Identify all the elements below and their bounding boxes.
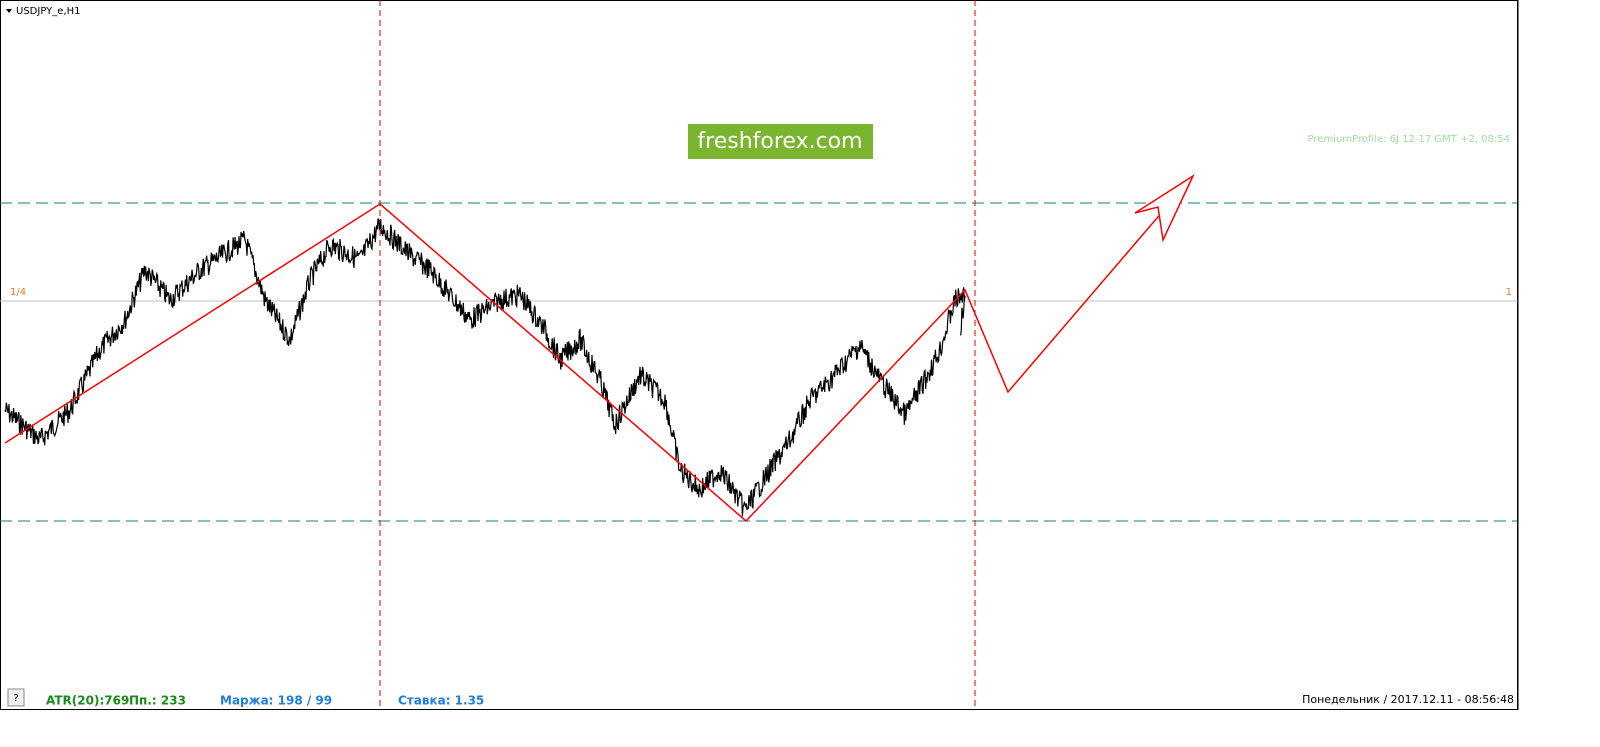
help-button[interactable] xyxy=(7,688,25,707)
arrow-head xyxy=(1134,173,1195,243)
atr: ATR(20):769 xyxy=(46,694,129,708)
margin: Маржа: 198 / 99 xyxy=(220,694,332,708)
rate: Ставка: 1.35 xyxy=(398,694,484,708)
watermark: freshforex.com xyxy=(697,129,862,154)
price-series xyxy=(4,218,966,517)
title-arrow xyxy=(6,9,12,13)
marker: 1/4 xyxy=(10,287,26,298)
marker: 1 xyxy=(1506,287,1512,298)
window-title: USDJPY_e,H1 xyxy=(16,6,80,17)
watermark-box xyxy=(688,124,873,159)
wave-lines xyxy=(4,175,1194,523)
datetime: Понедельник / 2017.12.11 - 08:56:48 xyxy=(1302,693,1514,706)
help-label: ? xyxy=(13,693,18,704)
premium-note: PremiumProfile: 6J 12-17 GMT +2, 08:54 xyxy=(1308,134,1510,145)
pp: Пп.: 233 xyxy=(129,694,186,708)
